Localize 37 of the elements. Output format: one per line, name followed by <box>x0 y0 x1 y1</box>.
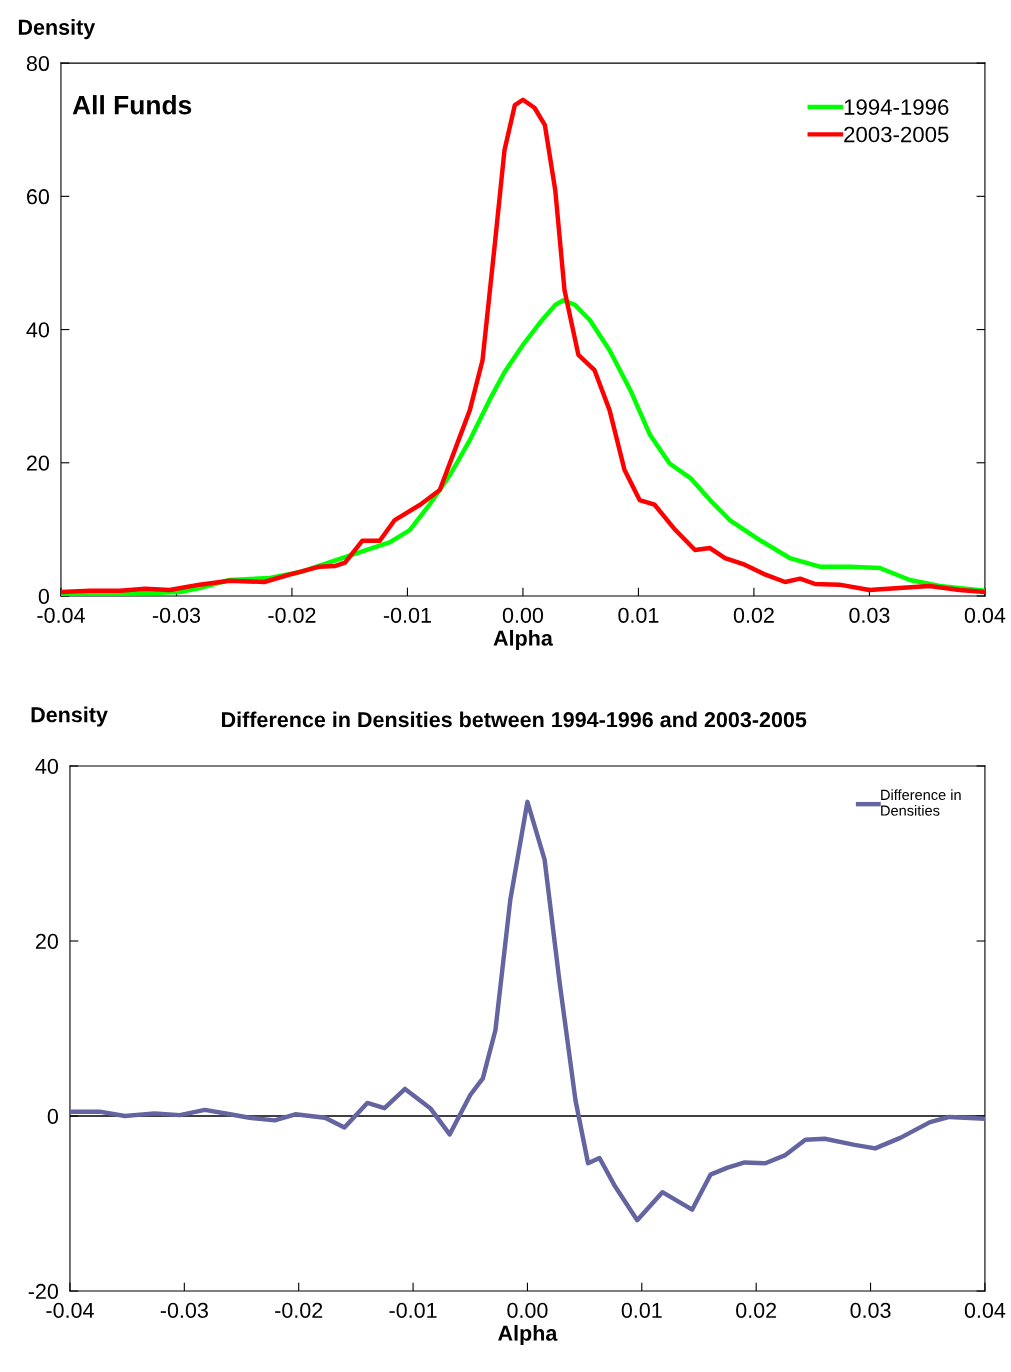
y-tick-label: 0 <box>38 588 50 605</box>
x-tick-label: -0.03 <box>160 1302 208 1318</box>
x-tick-label: -0.03 <box>152 607 201 623</box>
x-tick-label: 0.04 <box>964 1302 1006 1318</box>
x-tick-label: 0.02 <box>736 1302 777 1318</box>
y-tick-label: 20 <box>35 933 59 950</box>
y-tick-label: 60 <box>27 189 50 205</box>
x-tick-label: 0.01 <box>621 1302 662 1318</box>
y-tick-label: 40 <box>26 322 50 338</box>
x-tick-label: 0.02 <box>733 607 774 623</box>
x-tick-label: -0.04 <box>37 607 85 623</box>
x-tick-label: -0.01 <box>383 607 431 623</box>
y-tick-label: 20 <box>26 455 50 471</box>
x-axis-title: Alpha <box>493 629 553 651</box>
x-tick-label: 0.00 <box>502 607 544 623</box>
x-tick-label: -0.02 <box>268 607 316 623</box>
y-tick-label: 80 <box>26 55 50 72</box>
y-axis-title: Density <box>31 706 108 727</box>
chart-title: Difference in Densities between 1994-1996 and 2003-2005 <box>222 711 807 728</box>
text: All Funds <box>72 95 192 115</box>
y-tick-label: 0 <box>47 1108 59 1125</box>
x-tick-label: 0.01 <box>618 607 659 623</box>
y-axis-title: Density <box>18 19 96 40</box>
x-axis-title: Alpha <box>498 1325 558 1346</box>
x-tick-label: -0.02 <box>275 1302 323 1318</box>
x-tick-label: -0.04 <box>46 1302 94 1318</box>
x-tick-label: 0.04 <box>964 607 1006 623</box>
line-series <box>69 799 985 1223</box>
legend-label: 1994-1996 <box>844 99 949 115</box>
legend-label: 2003-2005 <box>844 126 949 143</box>
y-tick-label: 40 <box>35 758 59 774</box>
legend-label: Difference in Densities <box>881 789 961 816</box>
x-tick-label: -0.01 <box>389 1302 437 1318</box>
x-tick-label: 0.00 <box>507 1302 548 1318</box>
x-tick-label: 0.03 <box>850 1302 891 1318</box>
y-tick-label: -20 <box>28 1283 59 1300</box>
x-tick-label: 0.03 <box>849 607 890 623</box>
